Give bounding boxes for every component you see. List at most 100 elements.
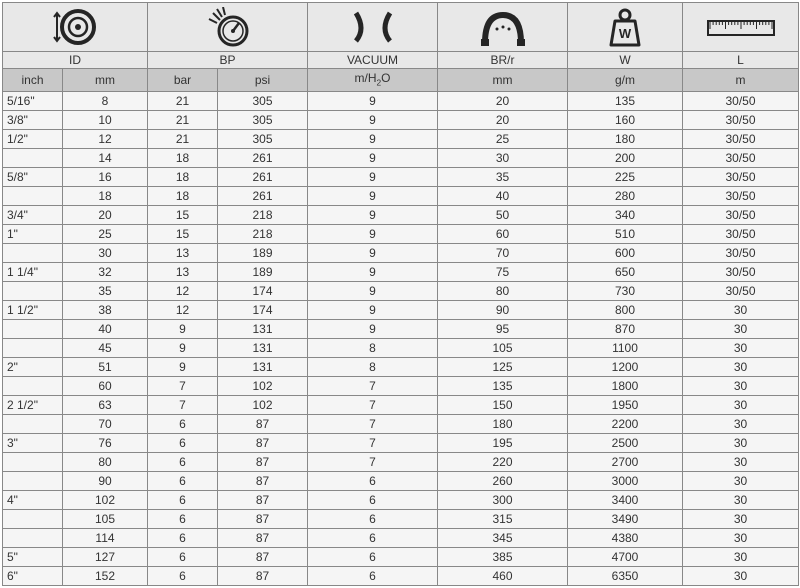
cell: 30 xyxy=(683,377,799,396)
unit-vacuum-0: m/H2O xyxy=(308,69,438,92)
header-icon-row: W xyxy=(3,3,799,52)
cell: 15 xyxy=(148,225,218,244)
cell: 9 xyxy=(308,168,438,187)
table-row: 181826194028030/50 xyxy=(3,187,799,206)
unit-row: inchmmbarpsim/H2Ommg/mm xyxy=(3,69,799,92)
header-label-row: IDBPVACUUMBR/rWL xyxy=(3,52,799,69)
cell: 9 xyxy=(308,92,438,111)
cell: 3/4" xyxy=(3,206,63,225)
header-icon-vacuum xyxy=(308,3,438,52)
cell: 30 xyxy=(63,244,148,263)
cell xyxy=(3,377,63,396)
table-row: 4"1026876300340030 xyxy=(3,491,799,510)
cell: 30/50 xyxy=(683,130,799,149)
cell: 1800 xyxy=(568,377,683,396)
cell: 30 xyxy=(683,567,799,586)
header-icon-bp xyxy=(148,3,308,52)
cell: 7 xyxy=(308,396,438,415)
cell: 12 xyxy=(148,301,218,320)
table-row: 2 1/2"6371027150195030 xyxy=(3,396,799,415)
table-row: 1056876315349030 xyxy=(3,510,799,529)
cell: 340 xyxy=(568,206,683,225)
w-icon: W xyxy=(605,7,645,47)
cell: 6 xyxy=(308,472,438,491)
cell: 9 xyxy=(308,244,438,263)
cell: 20 xyxy=(63,206,148,225)
cell xyxy=(3,510,63,529)
cell: 7 xyxy=(308,434,438,453)
header-label-l: L xyxy=(683,52,799,69)
cell: 30/50 xyxy=(683,263,799,282)
cell: 7 xyxy=(308,415,438,434)
unit-w-0: g/m xyxy=(568,69,683,92)
table-row: 5/8"161826193522530/50 xyxy=(3,168,799,187)
cell: 87 xyxy=(218,453,308,472)
cell: 30/50 xyxy=(683,206,799,225)
cell: 8 xyxy=(308,358,438,377)
cell xyxy=(3,472,63,491)
cell: 21 xyxy=(148,92,218,111)
cell: 160 xyxy=(568,111,683,130)
cell: 80 xyxy=(63,453,148,472)
cell: 6 xyxy=(148,548,218,567)
cell xyxy=(3,320,63,339)
cell: 3/8" xyxy=(3,111,63,130)
cell: 6 xyxy=(308,529,438,548)
cell xyxy=(3,187,63,206)
cell: 30/50 xyxy=(683,244,799,263)
header-icon-id xyxy=(3,3,148,52)
unit-id-1: mm xyxy=(63,69,148,92)
cell: 6 xyxy=(308,548,438,567)
cell: 18 xyxy=(148,168,218,187)
unit-id-0: inch xyxy=(3,69,63,92)
table-row: 4591318105110030 xyxy=(3,339,799,358)
header-label-id: ID xyxy=(3,52,148,69)
table-row: 351217498073030/50 xyxy=(3,282,799,301)
header-label-brr: BR/r xyxy=(438,52,568,69)
cell: 75 xyxy=(438,263,568,282)
cell: 315 xyxy=(438,510,568,529)
cell: 30/50 xyxy=(683,168,799,187)
cell: 20 xyxy=(438,111,568,130)
cell: 70 xyxy=(438,244,568,263)
cell: 125 xyxy=(438,358,568,377)
cell: 9 xyxy=(308,282,438,301)
cell: 32 xyxy=(63,263,148,282)
cell: 1200 xyxy=(568,358,683,377)
cell: 30 xyxy=(683,339,799,358)
cell: 218 xyxy=(218,225,308,244)
cell: 40 xyxy=(438,187,568,206)
cell xyxy=(3,149,63,168)
cell: 30 xyxy=(683,510,799,529)
cell: 6350 xyxy=(568,567,683,586)
cell: 35 xyxy=(438,168,568,187)
cell: 102 xyxy=(218,396,308,415)
cell: 3000 xyxy=(568,472,683,491)
cell: 3" xyxy=(3,434,63,453)
cell: 9 xyxy=(308,320,438,339)
cell: 9 xyxy=(148,358,218,377)
table-row: 301318997060030/50 xyxy=(3,244,799,263)
cell: 6 xyxy=(148,491,218,510)
cell: 87 xyxy=(218,434,308,453)
cell: 15 xyxy=(148,206,218,225)
cell: 30 xyxy=(683,320,799,339)
cell: 63 xyxy=(63,396,148,415)
cell: 30/50 xyxy=(683,225,799,244)
cell: 50 xyxy=(438,206,568,225)
cell: 30 xyxy=(683,491,799,510)
vacuum-icon xyxy=(348,7,398,47)
cell: 60 xyxy=(438,225,568,244)
cell: 460 xyxy=(438,567,568,586)
cell: 9 xyxy=(308,130,438,149)
header-label-w: W xyxy=(568,52,683,69)
cell: 87 xyxy=(218,510,308,529)
cell: 5/8" xyxy=(3,168,63,187)
cell: 131 xyxy=(218,320,308,339)
cell: 87 xyxy=(218,491,308,510)
cell: 6 xyxy=(148,434,218,453)
table-row: 3/8"102130592016030/50 xyxy=(3,111,799,130)
cell: 150 xyxy=(438,396,568,415)
cell: 305 xyxy=(218,111,308,130)
cell: 30 xyxy=(683,472,799,491)
